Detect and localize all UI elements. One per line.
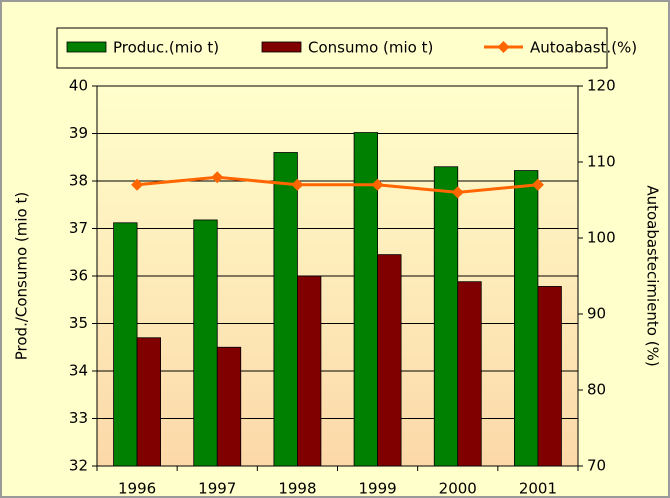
y2-tick-label: 120: [587, 77, 616, 95]
x-tick-label: 1996: [118, 480, 156, 498]
y2-tick-label: 70: [587, 457, 606, 475]
y-tick-label: 32: [69, 457, 88, 475]
bar: [514, 170, 539, 467]
legend-label: Consumo (mio t): [308, 39, 433, 57]
line-marker: [291, 178, 304, 191]
y-tick-label: 37: [69, 219, 88, 237]
line-marker: [371, 178, 384, 191]
x-tick-label: 2001: [519, 480, 557, 498]
bar: [433, 166, 459, 467]
bar: [537, 286, 562, 467]
bar: [193, 219, 218, 467]
x-tick-label: 1998: [278, 480, 316, 498]
y2-axis-title: Autoabastecimiento (%): [644, 185, 662, 366]
bar: [216, 346, 242, 467]
y2-tick-label: 80: [587, 381, 606, 399]
bar: [457, 281, 482, 467]
line-marker: [531, 178, 544, 191]
y-tick-label: 36: [69, 267, 88, 285]
line: [136, 175, 539, 194]
legend-swatch: [66, 41, 107, 53]
bar: [136, 337, 161, 467]
x-tick-label: 1999: [358, 480, 396, 498]
y-axis-title: Prod./Consumo (mio t): [13, 192, 31, 361]
y-tick-label: 35: [69, 314, 88, 332]
line-marker: [211, 171, 224, 184]
x-tick-label: 2000: [439, 480, 477, 498]
y-tick-label: 38: [69, 172, 88, 190]
x-tick-label: 1997: [198, 480, 236, 498]
y2-tick-label: 110: [587, 153, 616, 171]
legend-label: Produc.(mio t): [113, 39, 219, 57]
legend-label: Autoabast.(%): [530, 39, 637, 57]
bar: [273, 152, 298, 467]
bar: [297, 275, 322, 467]
y2-tick-label: 90: [587, 305, 606, 323]
legend-swatch: [497, 41, 510, 53]
y-tick-label: 40: [69, 77, 88, 95]
line-marker: [451, 186, 464, 199]
bar: [113, 222, 138, 467]
legend-swatch: [261, 41, 302, 53]
y-tick-label: 39: [69, 124, 88, 142]
y-tick-label: 34: [69, 362, 88, 380]
line-marker: [131, 178, 144, 191]
y2-tick-label: 100: [587, 229, 616, 247]
y-tick-label: 33: [69, 409, 88, 427]
bar: [377, 254, 402, 467]
